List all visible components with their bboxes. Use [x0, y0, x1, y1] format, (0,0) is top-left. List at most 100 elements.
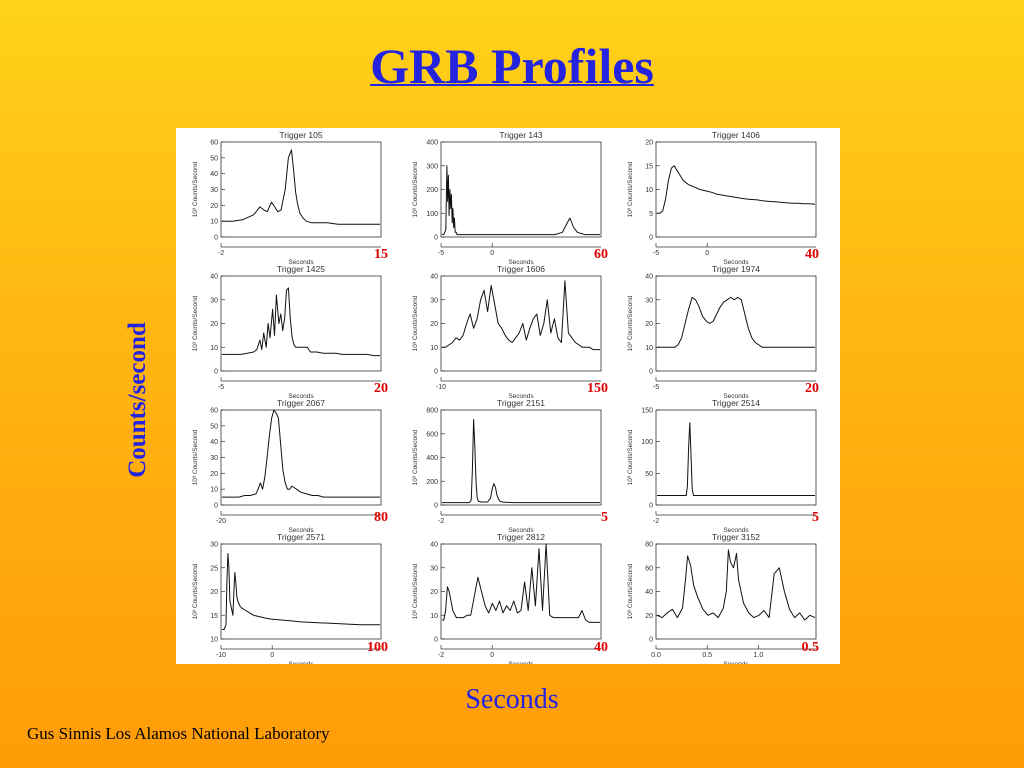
- y-tick-label: 20: [210, 321, 218, 328]
- plot-trigger-5: Trigger 1606 0 10 20 30 40 10³ Counts/Second -1…: [412, 264, 602, 400]
- footer-credit: Gus Sinnis Los Alamos National Laborator…: [27, 724, 330, 743]
- y-tick-label: 30: [210, 542, 218, 549]
- plot-y-label: 10³ Counts/Second: [412, 429, 419, 485]
- profile-series-line: [657, 296, 815, 348]
- profile-series-line: [222, 409, 380, 498]
- y-tick-label: 400: [426, 455, 438, 462]
- x-tick-label: 0: [490, 652, 494, 659]
- scale-label: 20: [805, 381, 819, 396]
- y-tick-label: 0: [434, 235, 438, 242]
- x-tick-label: 0.5: [702, 652, 712, 659]
- plot-y-label: 10³ Counts/Second: [192, 295, 199, 351]
- x-tick-label: 0: [270, 652, 274, 659]
- x-tick-label: -2: [438, 652, 444, 659]
- scale-label: 40: [594, 640, 608, 655]
- grb-profile-grid: Trigger 105 0 10 20 30 40 50 60 10³ Counts/Secon…: [176, 128, 840, 664]
- y-axis-label: Counts/second: [124, 322, 151, 478]
- x-tick-label: -2: [653, 518, 659, 525]
- y-tick-label: 20: [430, 589, 438, 596]
- scale-label: 5: [812, 510, 819, 525]
- y-tick-label: 0: [649, 503, 653, 510]
- plot-y-label: 10³ Counts/Second: [412, 295, 419, 351]
- slide-title-text: GRB Profiles: [370, 38, 654, 94]
- y-tick-label: 30: [210, 455, 218, 462]
- x-tick-label: -5: [218, 384, 224, 391]
- plot-y-label: 10³ Counts/Second: [192, 429, 199, 485]
- profile-series-line: [222, 553, 380, 630]
- y-tick-label: 0: [649, 637, 653, 644]
- plot-trigger-6: Trigger 1974 0 10 20 30 40 10³ Counts/Second -5…: [627, 264, 817, 400]
- y-tick-label: 800: [426, 408, 438, 415]
- x-tick-label: 0.0: [651, 652, 661, 659]
- plot-title: Trigger 2571: [277, 532, 325, 542]
- plot-title: Trigger 3152: [712, 532, 760, 542]
- x-tick-label: -10: [436, 384, 446, 391]
- scale-label: 60: [594, 247, 608, 262]
- y-tick-label: 30: [210, 187, 218, 194]
- scale-label: 20: [374, 381, 388, 396]
- profile-series-line: [442, 419, 600, 504]
- y-tick-label: 0: [434, 369, 438, 376]
- slide-title: GRB Profiles: [0, 38, 1024, 96]
- plot-trigger-8: Trigger 2151 0 200 400 600 800 10³ Counts/Seco…: [412, 398, 602, 534]
- y-tick-label: 40: [210, 171, 218, 178]
- y-tick-label: 10: [210, 219, 218, 226]
- profile-series-line: [656, 549, 816, 621]
- plot-trigger-4: Trigger 1425 0 10 20 30 40 10³ Counts/Second -5…: [192, 264, 382, 400]
- plot-y-label: 10³ Counts/Second: [412, 161, 419, 217]
- plot-x-label: Seconds: [288, 527, 314, 534]
- plot-trigger-3: Trigger 1406 0 5 10 15 20 10³ Counts/Second -5 0…: [627, 130, 817, 266]
- plot-x-label: Seconds: [723, 259, 749, 266]
- y-tick-label: 100: [641, 439, 653, 446]
- plot-title: Trigger 1974: [712, 264, 760, 274]
- y-tick-label: 40: [430, 542, 438, 549]
- plot-frame: [655, 141, 817, 238]
- y-tick-label: 20: [430, 321, 438, 328]
- y-tick-label: 20: [645, 140, 653, 147]
- profile-series-line: [222, 149, 380, 225]
- y-tick-label: 0: [434, 503, 438, 510]
- scale-label: 80: [374, 510, 388, 525]
- x-tick-label: -20: [216, 518, 226, 525]
- plot-frame: [655, 409, 817, 506]
- y-tick-label: 0: [649, 369, 653, 376]
- y-tick-label: 0: [649, 235, 653, 242]
- scale-label: 100: [367, 640, 388, 655]
- y-tick-label: 10: [210, 487, 218, 494]
- y-tick-label: 40: [210, 439, 218, 446]
- y-tick-label: 5: [649, 211, 653, 218]
- plot-trigger-2: Trigger 143 0 100 200 300 400 10³ Counts/Secon…: [412, 130, 602, 266]
- y-tick-label: 300: [426, 163, 438, 170]
- scale-label: 40: [805, 247, 819, 262]
- y-tick-label: 20: [210, 471, 218, 478]
- y-tick-label: 20: [210, 589, 218, 596]
- plot-trigger-11: Trigger 2812 0 10 20 30 40 10³ Counts/Second -2…: [412, 532, 602, 664]
- plot-y-label: 10³ Counts/Second: [627, 429, 634, 485]
- y-tick-label: 25: [210, 565, 218, 572]
- plot-title: Trigger 105: [279, 130, 322, 140]
- profile-series-line: [442, 543, 600, 623]
- plot-frame: [220, 141, 382, 238]
- profile-series-line: [222, 287, 380, 357]
- y-tick-label: 50: [210, 155, 218, 162]
- x-tick-label: -2: [218, 250, 224, 257]
- plot-x-label: Seconds: [508, 527, 534, 534]
- plot-y-label: 10³ Counts/Second: [412, 563, 419, 619]
- plot-trigger-10: Trigger 2571 10 15 20 25 30 10³ Counts/Second -…: [192, 532, 382, 664]
- y-tick-label: 15: [210, 613, 218, 620]
- y-tick-label: 10: [430, 613, 438, 620]
- y-tick-label: 30: [430, 565, 438, 572]
- plot-y-label: 10³ Counts/Second: [627, 295, 634, 351]
- scale-label: 15: [374, 247, 388, 262]
- y-tick-label: 30: [430, 297, 438, 304]
- plot-trigger-9: Trigger 2514 0 50 100 150 10³ Counts/Second -2…: [627, 398, 817, 534]
- profile-series-line: [657, 165, 816, 214]
- plot-y-label: 10³ Counts/Second: [192, 563, 199, 619]
- x-axis-label: Seconds: [465, 684, 559, 715]
- y-tick-label: 50: [645, 471, 653, 478]
- y-tick-label: 100: [426, 211, 438, 218]
- plot-frame: [220, 275, 382, 372]
- x-tick-label: -2: [438, 518, 444, 525]
- y-tick-label: 15: [645, 163, 653, 170]
